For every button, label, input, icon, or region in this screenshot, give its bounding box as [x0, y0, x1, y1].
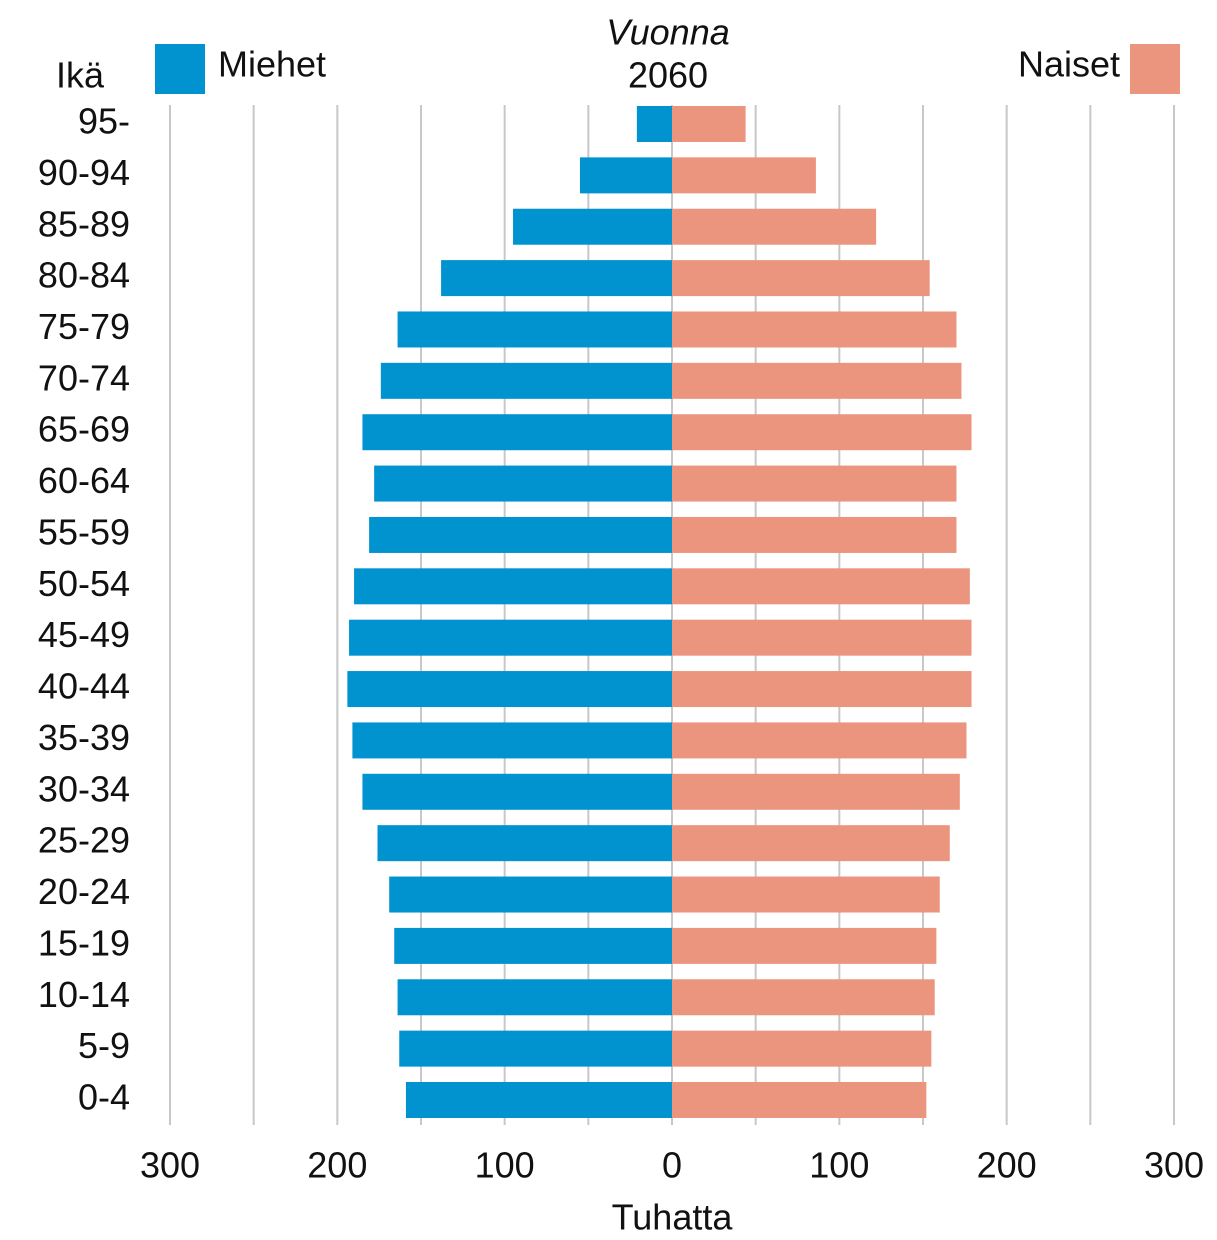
- y-tick-label: 95-: [78, 101, 130, 142]
- bar: [672, 260, 930, 297]
- y-tick-label: 0-4: [78, 1077, 130, 1118]
- y-tick-label: 25-29: [38, 820, 130, 861]
- bar: [672, 722, 967, 759]
- bar: [399, 1030, 672, 1067]
- bar: [352, 722, 672, 759]
- y-tick-label: 40-44: [38, 666, 130, 707]
- y-tick-label: 30-34: [38, 768, 130, 809]
- bar: [672, 106, 746, 142]
- y-tick-label: 15-19: [38, 922, 130, 963]
- bar: [397, 979, 672, 1016]
- y-tick-label: 35-39: [38, 717, 130, 758]
- bar: [513, 208, 672, 245]
- bar: [672, 516, 957, 553]
- legend-swatch: [155, 44, 205, 94]
- y-tick-label: 45-49: [38, 614, 130, 655]
- bar: [374, 465, 672, 502]
- bar: [672, 208, 877, 245]
- x-tick-label: 300: [1144, 1145, 1204, 1186]
- bar: [394, 927, 672, 964]
- subtitle: Vuonna: [606, 12, 729, 53]
- y-tick-label: 20-24: [38, 871, 130, 912]
- bar: [380, 362, 672, 399]
- age-label: Ikä: [56, 55, 105, 96]
- x-axis-label: Tuhatta: [612, 1197, 734, 1238]
- bar: [347, 671, 672, 708]
- bar: [636, 106, 672, 142]
- bar: [441, 260, 672, 297]
- x-tick-label: 100: [475, 1145, 535, 1186]
- bar: [579, 157, 672, 194]
- bar: [672, 362, 962, 399]
- bar: [672, 979, 935, 1016]
- bar: [672, 311, 957, 348]
- x-tick-label: 200: [307, 1145, 367, 1186]
- bar: [672, 773, 960, 810]
- bar: [672, 568, 970, 605]
- bar: [672, 876, 940, 913]
- bar: [672, 157, 816, 194]
- y-tick-label: 50-54: [38, 563, 130, 604]
- chart-title: 2060: [628, 55, 708, 96]
- bar: [672, 825, 950, 862]
- bar: [672, 414, 972, 451]
- y-tick-label: 5-9: [78, 1025, 130, 1066]
- bar: [672, 1082, 927, 1118]
- legend-label: Naiset: [1018, 44, 1120, 85]
- y-tick-label: 10-14: [38, 974, 130, 1015]
- bar: [672, 1030, 932, 1067]
- y-tick-label: 55-59: [38, 511, 130, 552]
- y-tick-label: 85-89: [38, 203, 130, 244]
- y-tick-label: 75-79: [38, 306, 130, 347]
- bar: [362, 773, 672, 810]
- bar: [362, 414, 672, 451]
- y-tick-label: 70-74: [38, 357, 130, 398]
- x-tick-label: 0: [662, 1145, 682, 1186]
- bar: [369, 516, 672, 553]
- bar: [672, 619, 972, 656]
- bar: [672, 927, 937, 964]
- bar: [349, 619, 672, 656]
- y-tick-label: 60-64: [38, 460, 130, 501]
- bar: [377, 825, 672, 862]
- bar: [354, 568, 672, 605]
- y-tick-label: 65-69: [38, 409, 130, 450]
- x-tick-label: 100: [809, 1145, 869, 1186]
- legend-label: Miehet: [218, 44, 326, 85]
- y-tick-label: 90-94: [38, 152, 130, 193]
- x-tick-label: 300: [140, 1145, 200, 1186]
- x-tick-label: 200: [977, 1145, 1037, 1186]
- bar: [672, 465, 957, 502]
- bar: [389, 876, 672, 913]
- bar: [405, 1082, 672, 1118]
- bar: [672, 671, 972, 708]
- legend-swatch: [1130, 44, 1180, 94]
- bar: [397, 311, 672, 348]
- y-tick-label: 80-84: [38, 255, 130, 296]
